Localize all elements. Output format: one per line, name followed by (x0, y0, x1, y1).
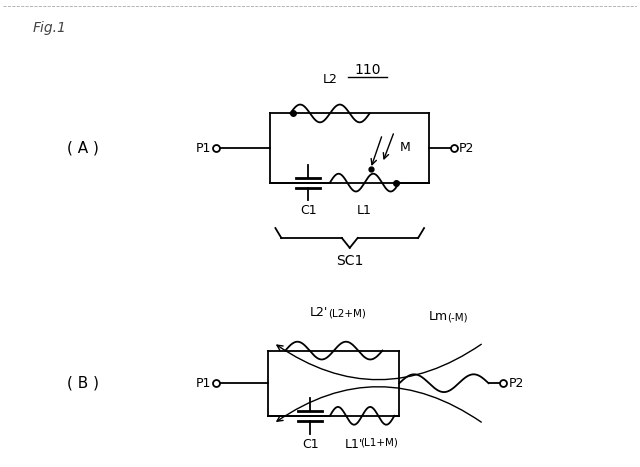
Text: (-M): (-M) (447, 313, 467, 323)
Text: (L2+M): (L2+M) (328, 309, 366, 319)
Text: P1: P1 (196, 142, 211, 155)
Text: ( B ): ( B ) (67, 375, 99, 391)
Text: (L1+M): (L1+M) (360, 438, 397, 447)
Text: P2: P2 (508, 377, 524, 389)
Text: Fig.1: Fig.1 (33, 21, 67, 35)
Text: C1: C1 (300, 205, 316, 217)
Text: Lm: Lm (429, 310, 448, 323)
Text: L1: L1 (357, 205, 372, 217)
Text: ( A ): ( A ) (67, 141, 99, 156)
Text: SC1: SC1 (336, 254, 364, 268)
Text: L2': L2' (310, 306, 328, 319)
Text: L2: L2 (323, 73, 337, 86)
Text: 110: 110 (355, 63, 381, 77)
Text: P1: P1 (196, 377, 211, 389)
Text: M: M (399, 141, 410, 154)
Text: P2: P2 (459, 142, 474, 155)
Text: C1: C1 (302, 438, 318, 451)
Text: L1': L1' (345, 438, 363, 451)
